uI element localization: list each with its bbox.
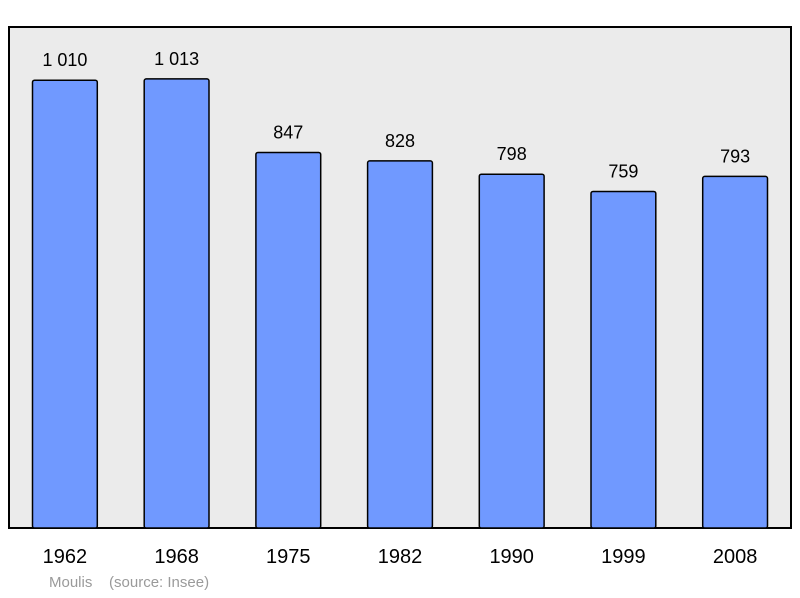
bar-2008 xyxy=(701,175,769,529)
bar-1999 xyxy=(590,190,657,529)
value-label-1999: 759 xyxy=(608,162,638,182)
value-labels-group: 1 010 1 013 847 828 798 759 793 xyxy=(42,49,750,182)
value-label-1962: 1 010 xyxy=(42,50,87,70)
x-tick-1962: 1962 xyxy=(43,546,88,568)
x-tick-2008: 2008 xyxy=(713,546,758,568)
bar-1962 xyxy=(31,79,99,529)
source-note: (source: Insee) xyxy=(109,574,210,591)
bar-1968 xyxy=(143,78,210,529)
x-tick-1999: 1999 xyxy=(601,546,646,568)
value-label-1968: 1 013 xyxy=(154,49,199,69)
x-tick-1990: 1990 xyxy=(489,546,534,568)
x-axis-tick-labels: 1962 1968 1975 1982 1990 1999 2008 xyxy=(43,546,758,568)
value-label-1990: 798 xyxy=(497,144,527,164)
bar-1990 xyxy=(478,173,545,529)
x-tick-1982: 1982 xyxy=(378,546,423,568)
place-name: Moulis xyxy=(49,574,93,591)
x-tick-1968: 1968 xyxy=(154,546,199,568)
value-label-1982: 828 xyxy=(385,131,415,151)
bar-1982 xyxy=(366,160,434,529)
value-label-1975: 847 xyxy=(273,123,303,143)
chart-footer: Moulis (source: Insee) xyxy=(49,574,209,591)
value-label-2008: 793 xyxy=(720,146,750,166)
x-tick-1975: 1975 xyxy=(266,546,311,568)
bars-group xyxy=(31,78,769,529)
bar-1975 xyxy=(255,151,322,529)
